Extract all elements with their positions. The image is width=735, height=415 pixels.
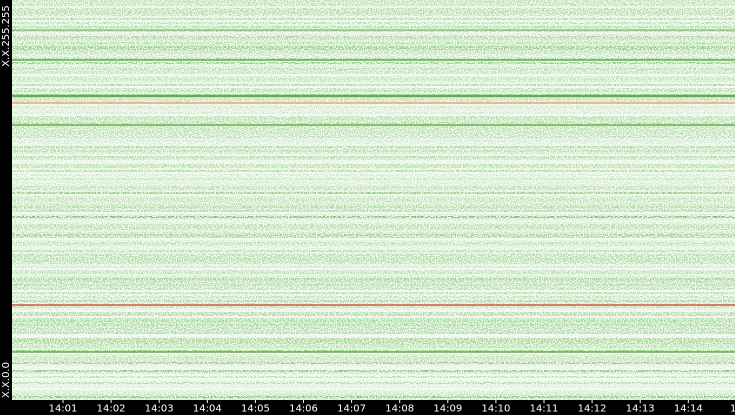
y-bottom-label: X.X.0.0 <box>1 362 12 398</box>
x-tick-label: 14:04 <box>193 404 222 415</box>
x-tick-label: 14:06 <box>289 404 318 415</box>
x-tick-label: 14:03 <box>145 404 174 415</box>
x-tick-label: 14:05 <box>241 404 270 415</box>
x-tick-label: 14:12 <box>578 404 607 415</box>
highlight-lines <box>12 29 735 353</box>
y-axis-bar <box>0 0 12 415</box>
x-tick-label: 14:07 <box>337 404 366 415</box>
x-tick-label: 14 <box>730 404 735 415</box>
x-ticks: 14:01 14:02 14:03 14:04 14:05 14:06 14:07 14:08… <box>49 400 735 415</box>
x-tick-label: 14:11 <box>530 404 559 415</box>
x-axis-bar <box>0 400 735 415</box>
x-tick-label: 14:09 <box>433 404 462 415</box>
x-tick-label: 14:02 <box>97 404 126 415</box>
x-tick-label: 14:08 <box>385 404 414 415</box>
x-tick-label: 14:10 <box>481 404 510 415</box>
x-tick-label: 14:13 <box>626 404 655 415</box>
x-tick-label: 14:01 <box>49 404 78 415</box>
speckle-overlay <box>12 0 735 400</box>
x-tick-label: 14:14 <box>674 404 703 415</box>
y-top-label: X.X.255.255 <box>1 5 12 66</box>
